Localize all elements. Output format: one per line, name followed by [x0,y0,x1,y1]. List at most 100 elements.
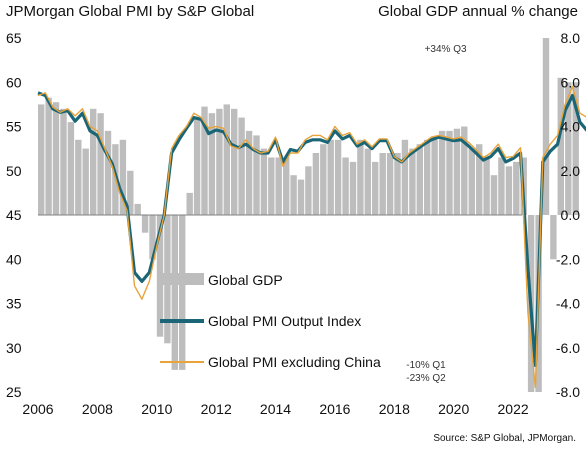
gdp-bar [342,157,349,215]
y-left-tick-label: 30 [6,340,22,356]
gdp-bar [542,38,550,215]
gdp-bar [505,166,513,215]
ex-china-line [37,85,586,389]
gdp-bar [453,128,461,215]
gdp-bar [283,157,290,215]
x-tick-label: 2020 [438,401,469,417]
y-right-tick-label: -2.0 [556,251,580,267]
gdp-bar [446,130,453,215]
y-left-tick-label: 45 [6,207,22,223]
gdp-bar [461,126,468,215]
y-right-tick-label: 6.0 [561,74,581,90]
gdp-bar [290,175,297,215]
gdp-bar [490,175,498,215]
gdp-bar [45,97,52,215]
gdp-bar [401,139,409,215]
gdp-bar [386,153,394,215]
x-tick-label: 2012 [201,401,232,417]
y-left-tick-label: 40 [6,251,22,267]
gdp-bar [268,157,275,215]
x-tick-label: 2018 [379,401,410,417]
gdp-bar [550,215,557,260]
gdp-bar [127,170,134,216]
gdp-bar [201,106,208,215]
pmi-lines [37,85,586,389]
chart-title: JPMorgan Global PMI by S&P Global [6,3,255,20]
x-tick-label: 2014 [260,401,291,417]
y-left-tick-label: 60 [6,74,22,90]
gdp-bar [179,215,186,370]
y-left-tick-label: 35 [6,296,22,312]
y-right-tick-label: -4.0 [556,296,580,312]
y-right-tick-label: 4.0 [561,119,581,135]
gdp-bar [498,157,505,215]
gdp-bar [149,215,156,260]
gdp-bar [379,153,386,215]
gdp-bar [60,108,67,215]
gdp-bar [513,161,520,215]
gdp-bar [82,148,89,215]
gdp-bar [275,157,282,215]
gdp-bar [327,139,334,215]
gdp-bar [223,104,230,215]
gdp-bar [438,130,446,215]
gdp-bar [334,139,342,215]
gdp-bar [67,122,75,215]
gdp-bar [245,130,253,215]
x-tick-label: 2016 [319,401,350,417]
y-left-tick-label: 50 [6,163,22,179]
gdp-bar [253,135,260,215]
gdp-bar [572,82,579,216]
gdp-bar [238,117,245,215]
legend: Global GDP Global PMI Output Index Globa… [160,272,381,370]
gdp-bar [483,157,490,215]
gdp-bar [231,108,238,215]
gdp-bar [141,215,149,233]
gdp-bar [409,148,416,215]
y-right-tick-label: 2.0 [561,163,581,179]
gdp-bar [208,113,216,215]
y-right-tick-label: 0.0 [561,207,581,223]
right-axis-title: Global GDP annual % change [378,3,578,20]
gdp-bar [134,203,141,215]
gdp-bar [193,117,201,215]
gdp-bar [119,139,127,215]
gdp-bar [372,161,379,215]
y-left-tick-label: 55 [6,119,22,135]
gdp-bar [364,148,371,215]
axes: 25 30 35 40 45 50 55 60 65 -8.0 -6.0 -4.0 -2.0 0.0 2.0… [6,30,580,417]
gdp-bar [565,82,572,216]
gdp-bar [38,104,45,215]
gdp-bar [394,153,401,215]
legend-output-label: Global PMI Output Index [208,313,361,329]
gdp-bar [186,192,193,215]
y-left-tick-label: 25 [6,384,22,400]
y-left-tick-label: 65 [6,30,22,46]
gdp-bar [416,144,423,215]
gdp-bar [171,215,178,370]
gdp-bar [260,148,268,215]
gdp-bar [431,139,438,215]
y-right-tick-label: 8.0 [561,30,581,46]
gdp-bar [216,108,223,215]
gdp-bar [52,102,60,215]
gdp-bar [312,153,320,215]
gdp-bars [38,38,579,392]
gdp-bar [90,108,97,215]
x-tick-label: 2022 [498,401,529,417]
gdp-bar [557,77,564,215]
y-right-tick-label: -8.0 [556,384,580,400]
y-right-tick-label: -6.0 [556,340,580,356]
source-note: Source: S&P Global, JPMorgan. [433,433,576,444]
annotation-q1: -10% Q1 [406,360,446,371]
gdp-bar [424,139,431,215]
gdp-bar [349,161,357,215]
gdp-bar [297,179,305,215]
x-tick-label: 2010 [141,401,172,417]
gdp-bar [476,144,483,215]
legend-gdp-swatch [160,273,204,285]
gdp-bar [468,148,475,215]
gdp-bar [75,139,82,215]
gdp-bar [305,166,312,215]
gdp-bar [97,113,104,215]
